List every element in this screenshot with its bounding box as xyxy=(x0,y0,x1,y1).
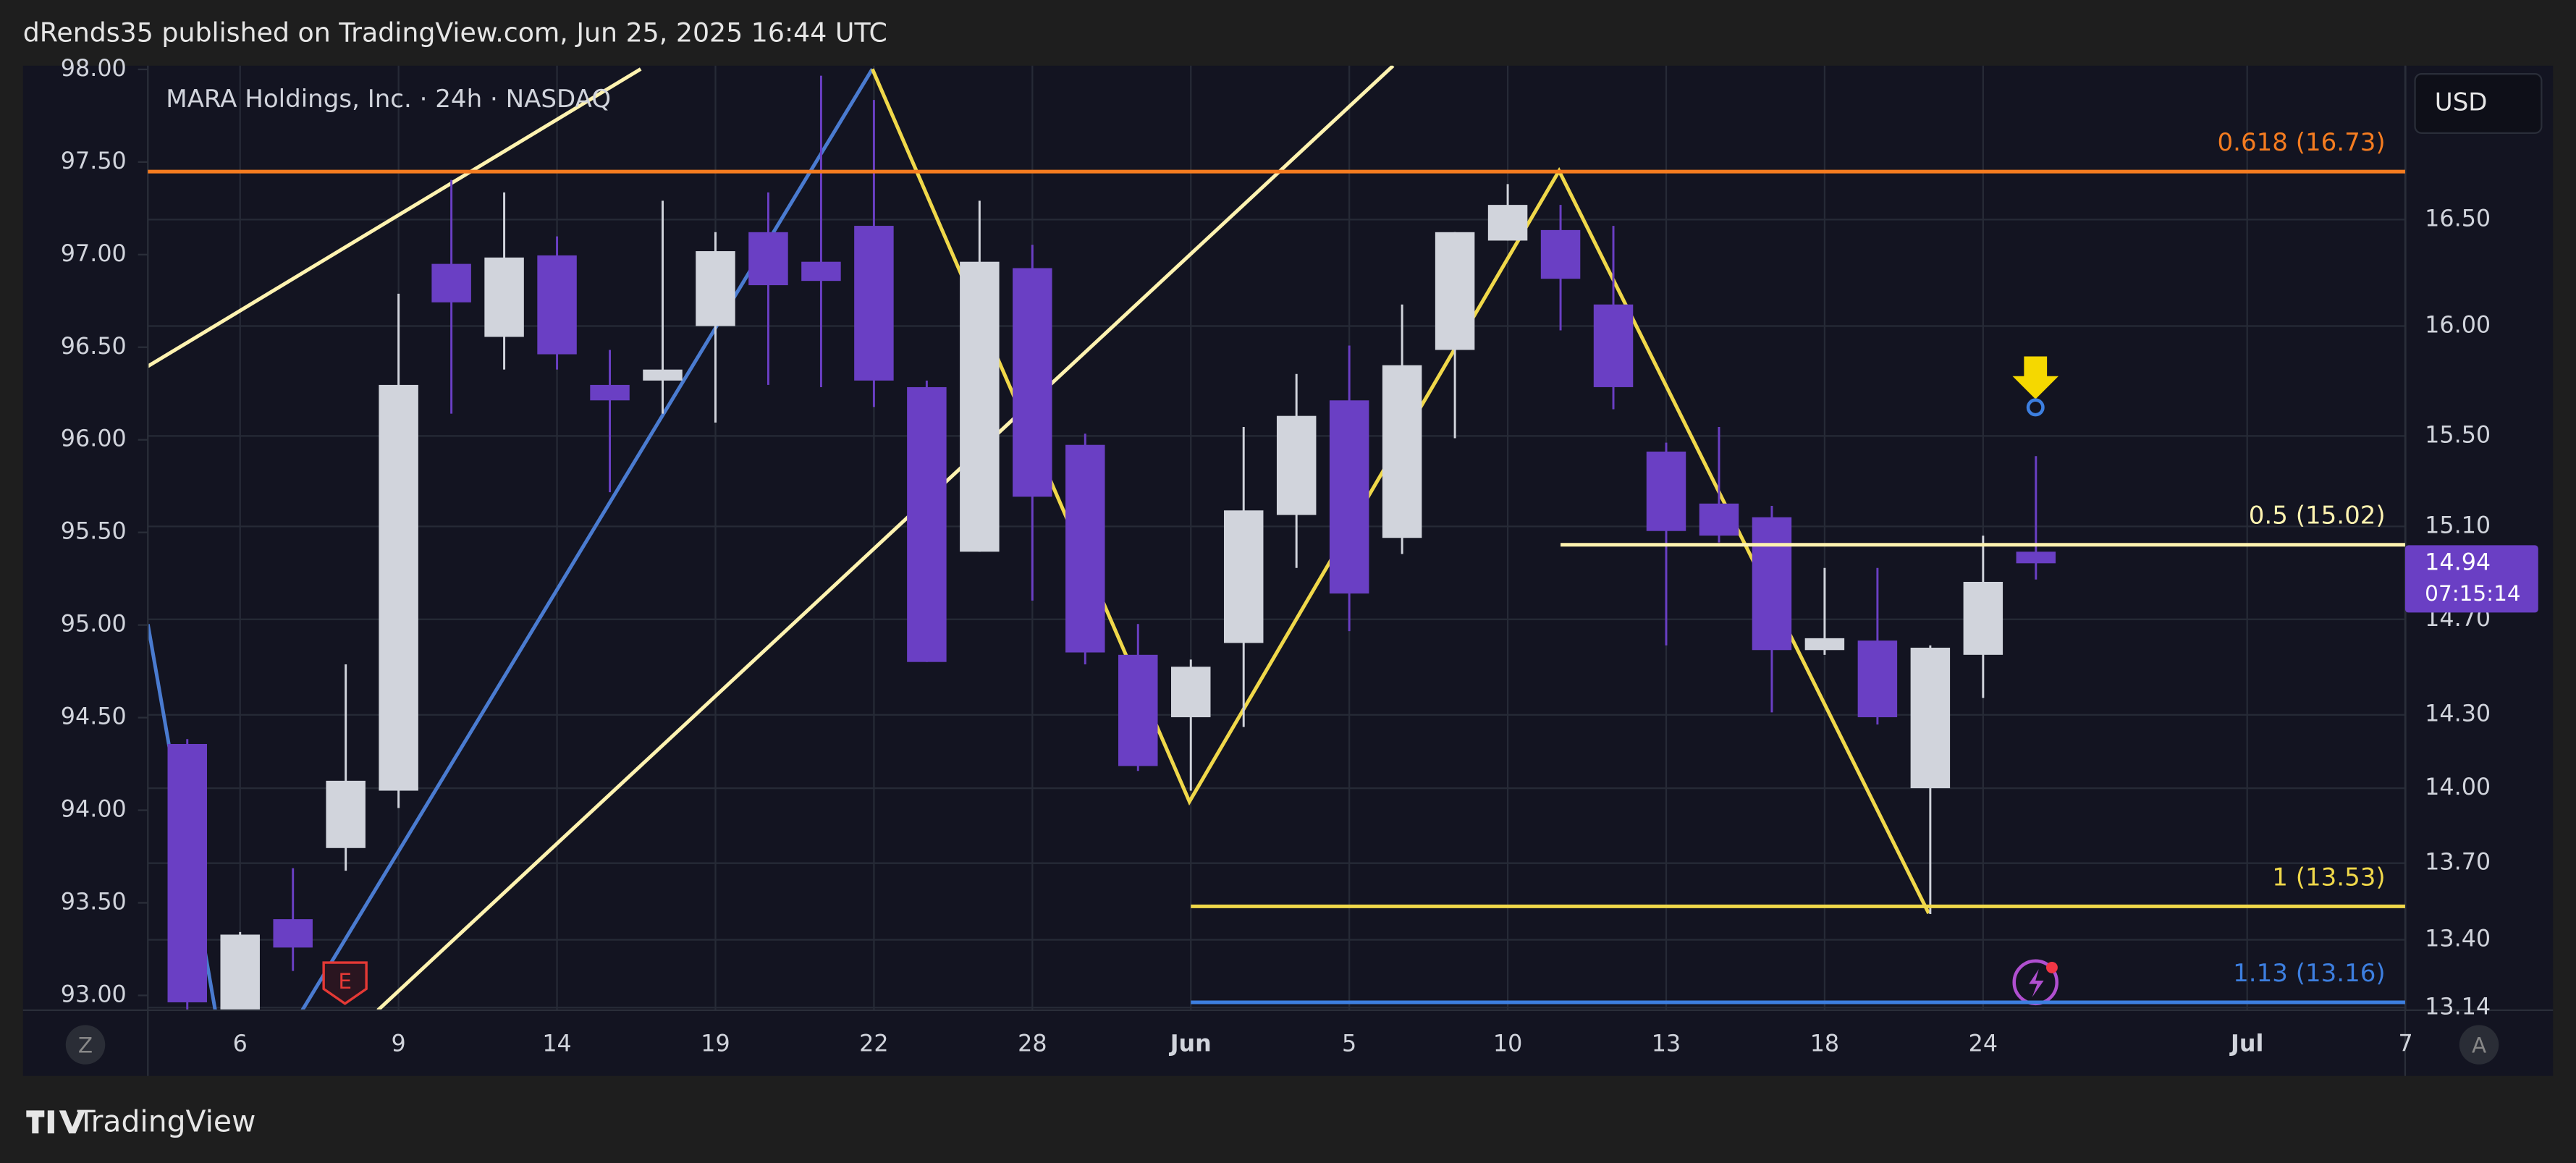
candle-body xyxy=(1646,451,1686,531)
x-tick-label: Jul xyxy=(2229,1031,2263,1057)
y-tick-label: 13.70 xyxy=(2425,850,2491,876)
x-tick-label: 5 xyxy=(1342,1031,1356,1057)
candle-body xyxy=(748,232,788,286)
candle-body xyxy=(167,744,207,1002)
candle-body xyxy=(1804,638,1845,651)
trend-line xyxy=(376,65,1395,1010)
candle-body xyxy=(1382,365,1422,538)
candle-body xyxy=(326,780,366,848)
point-marker xyxy=(2026,398,2045,417)
x-tick-label: 10 xyxy=(1493,1031,1522,1057)
x-tick-label: 19 xyxy=(701,1031,730,1057)
candle-body xyxy=(1065,444,1105,653)
alert-dot xyxy=(2045,961,2058,973)
y-tick-label: 16.00 xyxy=(2425,313,2491,339)
x-tick-label: 13 xyxy=(1652,1031,1681,1057)
candle-body xyxy=(1171,667,1211,718)
candle-body xyxy=(1487,205,1528,241)
x-tick-label: 14 xyxy=(542,1031,571,1057)
candle-body xyxy=(907,386,947,662)
fib-label: 1.13 (13.16) xyxy=(2233,959,2386,988)
countdown: 07:15:14 xyxy=(2425,581,2521,606)
corner-label[interactable]: Z xyxy=(78,1033,93,1057)
y2-tick-label: 98.00 xyxy=(61,56,127,82)
candle-body xyxy=(1593,304,1634,387)
y2-tick-label: 96.50 xyxy=(61,334,127,360)
y-tick-label: 16.50 xyxy=(2425,206,2491,232)
price-tag xyxy=(2404,545,2538,613)
candle-body xyxy=(1910,647,1951,789)
candle-body xyxy=(1435,232,1475,350)
price-tag-label: 14.94 xyxy=(2425,549,2491,575)
candle-body xyxy=(273,919,313,948)
y-tick-label: 14.30 xyxy=(2425,701,2491,727)
candle-body xyxy=(379,384,418,791)
y2-tick-label: 94.00 xyxy=(61,797,127,823)
y2-tick-label: 95.00 xyxy=(61,612,127,638)
earnings-marker[interactable] xyxy=(322,961,368,1005)
fib-label: 0.618 (16.73) xyxy=(2217,128,2385,157)
candle-body xyxy=(960,261,1000,552)
candle-body xyxy=(696,251,735,326)
candle-body xyxy=(643,369,683,381)
candle-body xyxy=(1752,517,1792,651)
x-tick-label: 9 xyxy=(392,1031,406,1057)
candle-body xyxy=(1118,654,1158,766)
y2-tick-label: 95.50 xyxy=(61,519,127,545)
fib-label: 1 (13.53) xyxy=(2272,863,2385,892)
y2-tick-label: 93.50 xyxy=(61,889,127,915)
candle-body xyxy=(1223,510,1264,643)
candle-body xyxy=(801,261,841,282)
x-tick-label: 24 xyxy=(1969,1031,1998,1057)
x-tick-label: 18 xyxy=(1810,1031,1839,1057)
y2-tick-label: 97.00 xyxy=(61,241,127,267)
candle-body xyxy=(854,226,894,381)
currency-button[interactable] xyxy=(2414,73,2543,134)
corner-button[interactable] xyxy=(2459,1025,2499,1065)
logo xyxy=(26,1110,86,1134)
footer: TradingView xyxy=(77,1104,256,1139)
candle-body xyxy=(431,263,471,303)
chart-title: MARA Holdings, Inc. · 24h · NASDAQ xyxy=(166,85,611,114)
y2-tick-label: 93.00 xyxy=(61,981,127,1007)
candle-body xyxy=(1699,503,1739,536)
y2-tick-label: 97.50 xyxy=(61,148,127,174)
candle-body xyxy=(590,384,630,401)
y2-tick-label: 96.00 xyxy=(61,426,127,452)
y-tick-label: 13.14 xyxy=(2425,994,2491,1020)
x-tick-label: Jun xyxy=(1169,1031,1212,1057)
earnings-label[interactable]: E xyxy=(338,969,352,994)
candle-body xyxy=(1963,582,2003,655)
arrow-marker xyxy=(2012,356,2059,399)
x-tick-label: 7 xyxy=(2399,1031,2413,1057)
currency[interactable]: USD xyxy=(2435,88,2488,117)
corner-button[interactable] xyxy=(65,1025,106,1065)
candle-body xyxy=(484,257,524,337)
plot-area xyxy=(148,65,2056,1010)
fib-label: 0.5 (15.02) xyxy=(2249,502,2386,530)
trend-line xyxy=(148,67,642,368)
candle-body xyxy=(1013,268,1052,497)
x-tick-label: 28 xyxy=(1018,1031,1047,1057)
x-tick-label: 22 xyxy=(859,1031,888,1057)
y-tick-label: 14.00 xyxy=(2425,774,2491,800)
corner-label[interactable]: A xyxy=(2472,1033,2486,1057)
y-tick-label: 15.10 xyxy=(2425,512,2491,538)
candle-body xyxy=(1540,229,1581,279)
y-tick-label: 15.50 xyxy=(2425,422,2491,448)
candle-body xyxy=(1329,400,1369,594)
alert-icon[interactable] xyxy=(2029,969,2044,997)
header: dRends35 published on TradingView.com, J… xyxy=(23,17,887,48)
candle-body xyxy=(537,255,577,355)
candle-body xyxy=(220,934,260,1010)
candle-body xyxy=(2016,551,2056,564)
x-tick-label: 6 xyxy=(233,1031,248,1057)
y2-tick-label: 94.50 xyxy=(61,704,127,730)
candle-body xyxy=(1857,640,1898,718)
y-tick-label: 13.40 xyxy=(2425,926,2491,952)
candle-body xyxy=(1276,415,1317,515)
trend-line xyxy=(300,68,874,1010)
